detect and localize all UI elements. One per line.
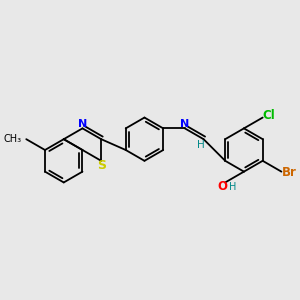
Text: Cl: Cl (262, 109, 275, 122)
Text: H: H (197, 140, 204, 150)
Text: H: H (229, 182, 236, 192)
Text: Br: Br (282, 166, 297, 179)
Text: N: N (180, 118, 190, 129)
Text: CH₃: CH₃ (4, 134, 22, 144)
Text: N: N (78, 119, 87, 129)
Text: O: O (218, 180, 228, 193)
Text: S: S (97, 158, 106, 172)
